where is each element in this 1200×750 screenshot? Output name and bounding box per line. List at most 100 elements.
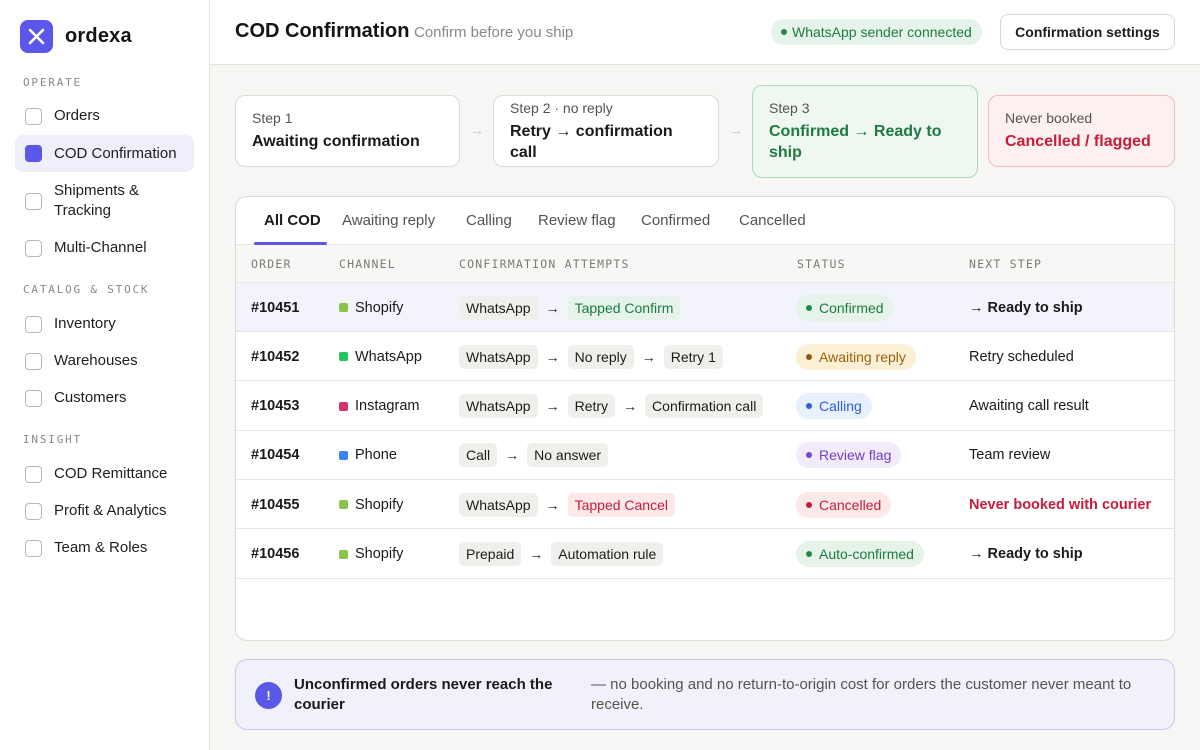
sidebar-item-cod-confirmation[interactable]: COD Confirmation xyxy=(15,135,194,172)
sidebar-item-multi-channel[interactable]: Multi-Channel xyxy=(15,230,194,266)
arrow-right-icon: → xyxy=(623,398,638,415)
arrow-right-icon: → xyxy=(545,348,560,365)
channel-color-icon xyxy=(339,500,348,510)
arrow-right-icon: → xyxy=(545,299,560,316)
column-header-attempts: CONFIRMATION ATTEMPTS xyxy=(459,257,630,271)
attempt-chip: No reply xyxy=(567,344,634,369)
attempt-chip: WhatsApp xyxy=(459,394,538,419)
step-card-4: Never booked Cancelled / flagged xyxy=(988,95,1175,167)
table-row[interactable]: #10451 Shopify WhatsApp → Tapped Confirm Conf… xyxy=(236,283,1174,332)
sidebar-item-cod-remittance[interactable]: COD Remittance xyxy=(15,456,194,492)
step-value: Awaiting confirmation xyxy=(252,133,420,150)
sidebar-item-shipments-tracking[interactable]: Shipments & Tracking xyxy=(15,175,194,227)
checkbox-icon xyxy=(25,502,42,520)
sidebar-item-customers[interactable]: Customers xyxy=(15,380,194,416)
sidebar-item-warehouses[interactable]: Warehouses xyxy=(15,343,194,379)
tab-review-flag[interactable]: Review flag xyxy=(538,212,616,229)
status-dot-icon xyxy=(806,353,812,360)
channel-cell: Instagram xyxy=(339,382,419,431)
sidebar-item-profit-analytics[interactable]: Profit & Analytics xyxy=(15,493,194,529)
arrow-right-icon: → xyxy=(545,496,560,513)
attempt-chip: Automation rule xyxy=(551,542,664,566)
whatsapp-status-text: WhatsApp sender connected xyxy=(792,24,972,40)
step-kicker: Step 1 xyxy=(252,110,293,126)
confirmation-attempts: WhatsApp → No reply → Retry 1 xyxy=(459,332,723,381)
next-step: → Ready to ship xyxy=(969,546,1083,562)
table-row[interactable]: #10455 Shopify WhatsApp → Tapped Cancel Cance… xyxy=(236,480,1174,530)
sidebar-item-label: Multi-Channel xyxy=(54,239,147,256)
confirmation-settings-button[interactable]: Confirmation settings xyxy=(1000,14,1175,50)
sidebar-item-label: Customers xyxy=(54,389,127,406)
checkbox-icon xyxy=(25,145,42,162)
channel-name: Phone xyxy=(355,447,397,464)
status-badge: Calling xyxy=(796,393,872,420)
sidebar-item-team-roles[interactable]: Team & Roles xyxy=(15,530,194,566)
brand[interactable]: ordexa xyxy=(20,20,132,53)
sidebar-item-label: Shipments & Tracking xyxy=(54,182,140,219)
order-id[interactable]: #10451 xyxy=(251,299,300,316)
sidebar-item-label: COD Remittance xyxy=(54,465,168,482)
channel-name: Shopify xyxy=(355,496,404,513)
status-text: Cancelled xyxy=(819,496,882,513)
arrow-right-icon: → xyxy=(470,122,484,138)
status-cell: Awaiting reply xyxy=(796,332,916,381)
tab-confirmed[interactable]: Confirmed xyxy=(641,212,711,229)
sidebar-item-label: COD Confirmation xyxy=(54,144,177,162)
channel-name: Shopify xyxy=(355,299,404,316)
attempt-chip: Confirmation call xyxy=(645,394,764,419)
channel-color-icon xyxy=(339,401,348,411)
table-row[interactable]: #10456 Shopify Prepaid → Automation rule Auto… xyxy=(236,530,1174,579)
section-label-insight: INSIGHT xyxy=(23,433,82,446)
channel-cell: WhatsApp xyxy=(339,332,422,381)
column-header-next-step: NEXT STEP xyxy=(969,257,1043,271)
tab-calling[interactable]: Calling xyxy=(466,212,512,229)
order-id[interactable]: #10456 xyxy=(251,546,300,562)
status-text: Confirmed xyxy=(819,299,884,316)
sidebar-item-inventory[interactable]: Inventory xyxy=(15,306,194,342)
order-id[interactable]: #10455 xyxy=(251,496,300,513)
next-step: Awaiting call result xyxy=(969,398,1089,415)
table-row[interactable]: #10454 Phone Call → No answer Review flag Team… xyxy=(236,431,1174,480)
status-dot-icon xyxy=(806,551,812,557)
table-row[interactable]: #10453 Instagram WhatsApp → Retry → Confirmati… xyxy=(236,382,1174,431)
table-row[interactable]: #10452 WhatsApp WhatsApp → No reply → Retry 1 A… xyxy=(236,332,1174,382)
sidebar-item-orders[interactable]: Orders xyxy=(15,98,194,134)
channel-name: Shopify xyxy=(355,546,404,562)
order-id[interactable]: #10452 xyxy=(251,348,300,365)
column-header-channel: CHANNEL xyxy=(339,257,396,271)
checkbox-icon xyxy=(25,107,42,125)
status-badge: Auto-confirmed xyxy=(796,541,924,567)
next-step: Team review xyxy=(969,447,1051,464)
channel-color-icon xyxy=(339,450,348,460)
order-id[interactable]: #10454 xyxy=(251,447,300,464)
checkbox-icon xyxy=(25,389,42,407)
step-kicker: Step 3 xyxy=(769,100,810,116)
attempt-chip: Retry xyxy=(567,394,616,419)
checkbox-icon xyxy=(25,239,42,257)
tab-cancelled[interactable]: Cancelled xyxy=(739,212,806,229)
next-step: Retry scheduled xyxy=(969,348,1074,365)
info-banner: ! Unconfirmed orders never reach the cou… xyxy=(235,659,1175,730)
sidebar-item-label: Team & Roles xyxy=(54,539,148,556)
status-cell: Calling xyxy=(796,382,872,431)
tab-awaiting-reply[interactable]: Awaiting reply xyxy=(342,212,436,229)
brand-name: ordexa xyxy=(65,25,132,47)
column-header-status: STATUS xyxy=(797,257,846,271)
channel-cell: Shopify xyxy=(339,480,403,529)
tab-all-cod[interactable]: All COD xyxy=(264,212,321,229)
sidebar-item-label: Inventory xyxy=(54,315,116,332)
checkbox-icon xyxy=(25,315,42,333)
sidebar-item-label: Profit & Analytics xyxy=(54,502,167,519)
step-value: Retry → confirmation call xyxy=(510,122,673,161)
order-id[interactable]: #10453 xyxy=(251,398,300,415)
step-card-2: Step 2 · no reply Retry → confirmation c… xyxy=(493,95,719,167)
checkbox-icon xyxy=(25,539,42,557)
section-label-catalog-stock: CATALOG & STOCK xyxy=(23,283,150,296)
sidebar: ordexa OPERATE Orders COD Confirmation S… xyxy=(0,0,210,750)
step-value: Confirmed → Ready to ship xyxy=(769,123,942,161)
arrow-right-icon: → xyxy=(545,398,560,415)
banner-text: — no booking and no return-to-origin cos… xyxy=(591,676,1132,713)
attempt-chip: WhatsApp xyxy=(459,295,538,320)
attempt-chip: WhatsApp xyxy=(459,492,538,517)
step-card-3: Step 3 Confirmed → Ready to ship xyxy=(752,85,978,178)
